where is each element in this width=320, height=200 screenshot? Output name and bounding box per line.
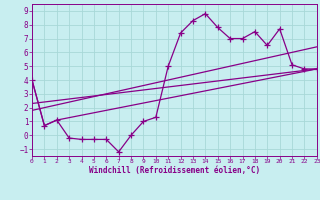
X-axis label: Windchill (Refroidissement éolien,°C): Windchill (Refroidissement éolien,°C) <box>89 166 260 175</box>
